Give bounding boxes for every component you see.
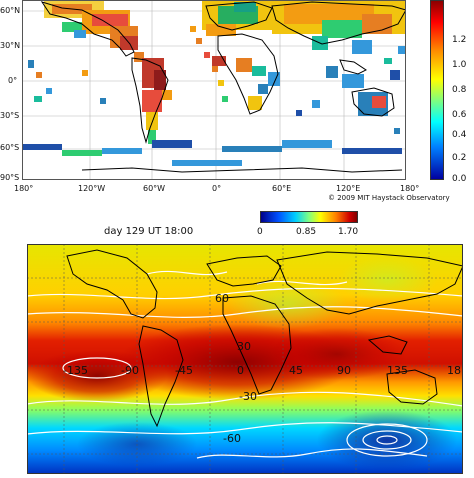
top-cb-tick-1.2: 1.2: [452, 35, 467, 45]
bottom-cb-tick-0: 0: [257, 227, 263, 237]
top-tec-cells: [22, 0, 406, 166]
lon-label-180w: 180°: [14, 184, 34, 193]
contour-label-90: 90: [337, 364, 351, 377]
lat-label-0: 0°: [8, 76, 18, 85]
lat-label-60n: 60°N: [0, 6, 21, 15]
lon-label-60w: 60°W: [143, 184, 166, 193]
contour-label-0: 0: [237, 364, 244, 377]
top-map: [22, 0, 406, 180]
top-cb-tick-0.8: 0.8: [452, 85, 467, 95]
top-cb-tick-1.0: 1.0: [452, 60, 467, 70]
lat-label-30n: 30°N: [0, 41, 21, 50]
bottom-contour-labels: 60 30 -135 -90 -45 0 45 90 135 18 -30 -6…: [63, 292, 461, 445]
top-map-svg: [22, 0, 406, 180]
bottom-map: 60 30 -135 -90 -45 0 45 90 135 18 -30 -6…: [27, 244, 463, 474]
contour-label-m90: -90: [121, 364, 139, 377]
bottom-map-svg: 60 30 -135 -90 -45 0 45 90 135 18 -30 -6…: [27, 244, 463, 474]
copyright-text: © 2009 MIT Haystack Observatory: [328, 194, 450, 202]
top-cb-tick-0.0: 0.0: [452, 174, 467, 184]
bottom-graticule: [27, 244, 463, 474]
lat-label-60s: 60°S: [0, 143, 20, 152]
lon-label-180e: 180°: [400, 184, 420, 193]
lat-label-30s: 30°S: [0, 111, 20, 120]
bottom-map-title: day 129 UT 18:00: [104, 226, 194, 237]
lat-label-90s: 90°S: [0, 173, 20, 182]
lon-label-120w: 120°W: [78, 184, 106, 193]
bottom-contours: [27, 270, 463, 459]
top-cb-tick-0.2: 0.2: [452, 153, 467, 163]
bottom-cb-tick-0.85: 0.85: [296, 227, 317, 237]
contour-label-45: 45: [289, 364, 303, 377]
contour-label-135: 135: [387, 364, 408, 377]
lon-label-0: 0°: [212, 184, 222, 193]
bottom-cb-tick-1.70: 1.70: [338, 227, 359, 237]
top-coastlines: [40, 1, 406, 173]
top-cb-tick-0.4: 0.4: [452, 130, 467, 140]
contour-label-m135: -135: [63, 364, 88, 377]
contour-label-m60: -60: [223, 432, 241, 445]
contour-label-30a: 30: [237, 340, 251, 353]
lon-label-60e: 60°E: [272, 184, 292, 193]
contour-label-18: 18: [447, 364, 461, 377]
bottom-coastlines: [66, 249, 463, 428]
contour-label-m45: -45: [175, 364, 193, 377]
contour-label-60a: 60: [215, 292, 229, 305]
contour-label-m30: -30: [239, 390, 257, 403]
top-map-frame: [22, 0, 406, 180]
top-cb-tick-0.6: 0.6: [452, 110, 467, 120]
top-colorbar: [430, 0, 444, 180]
lon-label-120e: 120°E: [336, 184, 361, 193]
bottom-colorbar: [260, 211, 358, 223]
